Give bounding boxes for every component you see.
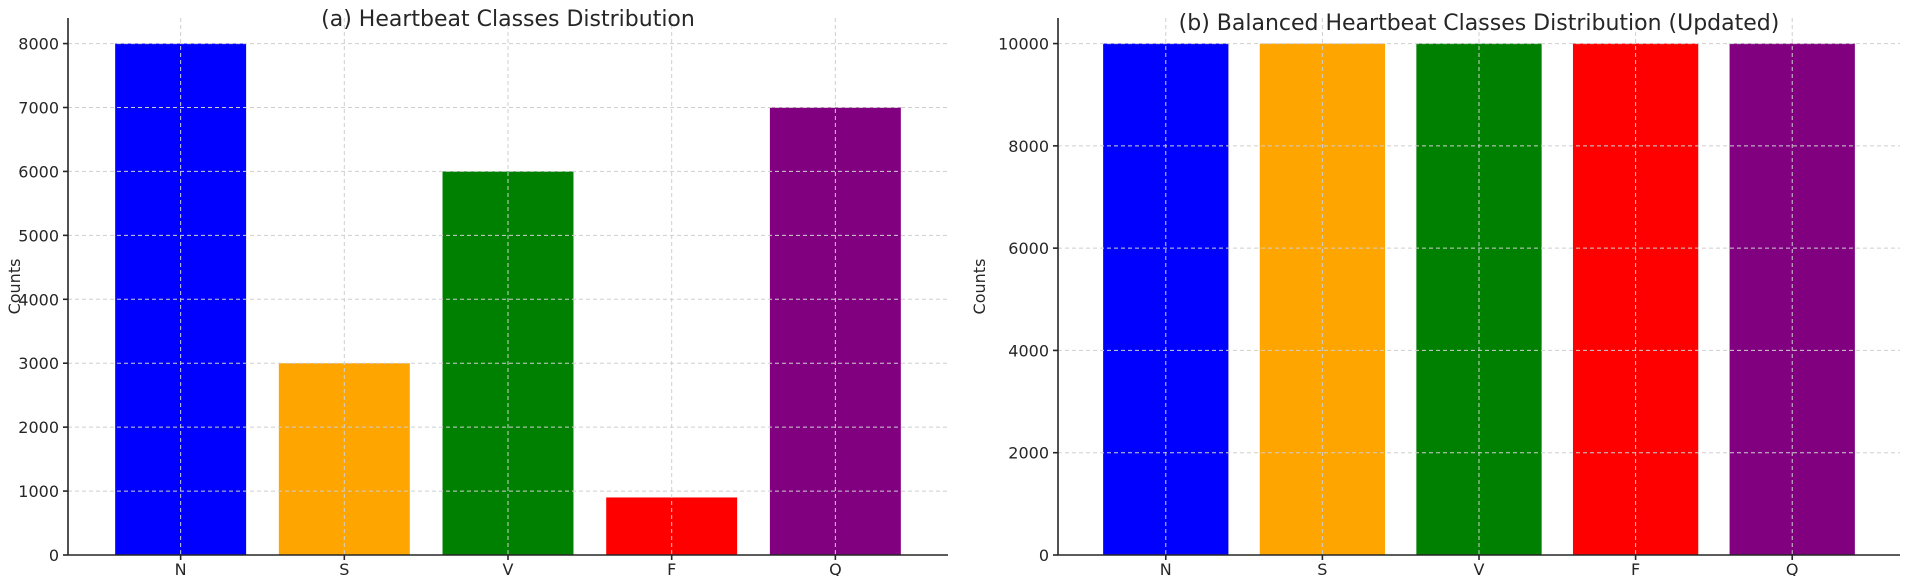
y-tick-label: 0	[49, 546, 59, 565]
x-tick-label: N	[1160, 560, 1172, 576]
x-tick-label: Q	[1786, 560, 1799, 576]
x-tick-label: F	[1631, 560, 1640, 576]
y-tick-label: 2000	[1008, 444, 1049, 463]
y-axis-label: Counts	[5, 259, 24, 315]
chart-title: (b) Balanced Heartbeat Classes Distribut…	[1179, 11, 1780, 36]
y-tick-label: 4000	[1008, 341, 1049, 360]
x-tick-label: Q	[829, 560, 842, 576]
chart-title: (a) Heartbeat Classes Distribution	[321, 7, 695, 32]
y-tick-label: 6000	[1008, 239, 1049, 258]
y-tick-label: 5000	[18, 226, 59, 245]
y-tick-label: 8000	[18, 35, 59, 54]
y-tick-label: 4000	[18, 290, 59, 309]
y-tick-label: 10000	[998, 35, 1049, 54]
x-tick-label: S	[1317, 560, 1327, 576]
y-tick-label: 8000	[1008, 137, 1049, 156]
y-tick-label: 2000	[18, 418, 59, 437]
x-tick-label: N	[175, 560, 187, 576]
y-tick-label: 0	[1039, 546, 1049, 565]
x-tick-label: V	[503, 560, 514, 576]
x-tick-label: V	[1474, 560, 1485, 576]
y-tick-label: 6000	[18, 162, 59, 181]
chart-a: 0 1000 2000 3000 4000 5000 6000 7000 8000 N S V F Q Co…	[5, 7, 948, 576]
y-tick-label: 1000	[18, 482, 59, 501]
x-tick-label: S	[339, 560, 349, 576]
y-axis-label: Counts	[970, 259, 989, 315]
x-tick-label: F	[667, 560, 676, 576]
y-tick-label: 3000	[18, 354, 59, 373]
y-tick-label: 7000	[18, 99, 59, 118]
chart-b: 0 2000 4000 6000 8000 10000 N S V F Q Counts (b) Bal…	[970, 11, 1900, 576]
